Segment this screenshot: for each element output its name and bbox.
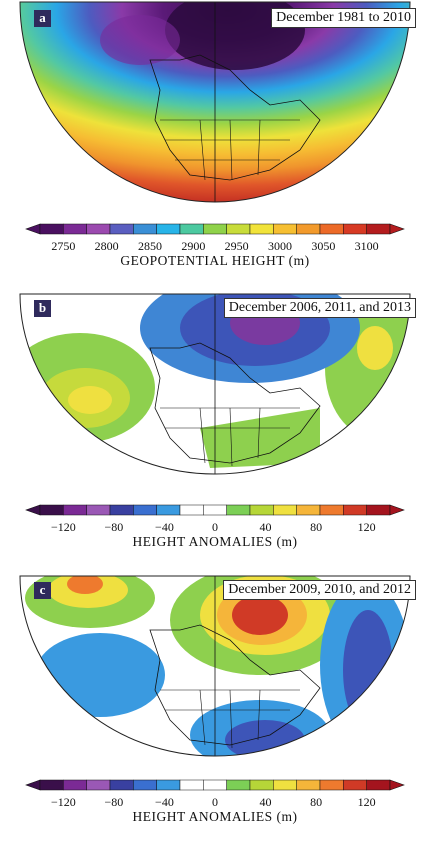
colorbar: −120 −80 −40 0 40 80 120: [25, 504, 405, 534]
colorbar-tick-label: 40: [260, 795, 272, 809]
map-anomaly-b: [19, 293, 411, 475]
colorbar-swatch: [319, 223, 344, 235]
colorbar-swatch: [249, 779, 274, 791]
colorbar-swatch: [319, 504, 344, 516]
colorbar-extend-low: [25, 223, 41, 235]
colorbar-swatch: [249, 504, 274, 516]
colorbar-caption: HEIGHT ANOMALIES (m): [132, 809, 298, 824]
colorbar-tick-label: −40: [155, 795, 174, 809]
colorbar-tick-label: −80: [104, 520, 123, 534]
colorbar-tick-label: 2850: [138, 239, 162, 253]
colorbar-swatch: [86, 504, 111, 516]
colorbar-swatch: [156, 223, 181, 235]
colorbar-tick-label: 2900: [181, 239, 205, 253]
colorbar-swatch: [39, 223, 64, 235]
colorbar-swatch: [249, 223, 274, 235]
colorbar-swatch: [109, 223, 134, 235]
colorbar-tick-label: 80: [310, 520, 322, 534]
colorbar-extend-low: [25, 504, 41, 516]
colorbar-tick-label: −40: [155, 520, 174, 534]
colorbar-swatch: [343, 779, 367, 791]
colorbar-swatch: [226, 223, 251, 235]
colorbar-swatch: [366, 504, 391, 516]
colorbar-tick-label: 120: [358, 795, 376, 809]
colorbar-swatch: [179, 223, 204, 235]
colorbar-tick-label: −120: [51, 520, 76, 534]
colorbar-swatch: [86, 779, 111, 791]
colorbar-swatch: [156, 504, 181, 516]
colorbar-swatch: [156, 779, 181, 791]
colorbar-extend-high: [389, 504, 405, 516]
colorbar-tick-label: 80: [310, 795, 322, 809]
colorbar-tick-label: 40: [260, 520, 272, 534]
colorbar-extend-high: [389, 223, 405, 235]
panel-c: c December 2009, 2010, and 2012 −120 −80−…: [0, 570, 430, 841]
colorbar: −120 −80 −40 0 40 80 120: [25, 779, 405, 809]
panel-title: December 2009, 2010, and 2012: [223, 580, 416, 600]
panel-letter: c: [34, 582, 51, 599]
panel-a: a December 1981 to 2010 2750 2800 2850 2900…: [0, 0, 430, 285]
colorbar-extend-low: [25, 779, 41, 791]
colorbar-swatch: [109, 779, 134, 791]
colorbar-tick-label: 2800: [95, 239, 119, 253]
colorbar-swatch: [319, 779, 344, 791]
colorbar-tick-label: 3100: [355, 239, 379, 253]
colorbar-tick-label: −80: [104, 795, 123, 809]
colorbar-swatch: [296, 223, 321, 235]
colorbar-tick-label: 2950: [225, 239, 249, 253]
colorbar-swatch: [203, 223, 227, 235]
panel-title: December 2006, 2011, and 2013: [223, 298, 416, 318]
map-climatology: [19, 1, 411, 203]
colorbar-swatch: [203, 779, 227, 791]
colorbar-tick-label: 120: [358, 520, 376, 534]
colorbar-caption: HEIGHT ANOMALIES (m): [132, 534, 298, 549]
colorbar-swatch: [86, 223, 111, 235]
colorbar-swatch: [296, 779, 321, 791]
colorbar-swatch: [133, 223, 157, 235]
colorbar-swatch: [63, 223, 87, 235]
colorbar-tick-label: 2750: [51, 239, 75, 253]
colorbar-swatch: [203, 504, 227, 516]
panel-title: December 1981 to 2010: [271, 8, 416, 28]
colorbar: 2750 2800 2850 2900 2950 3000 3050 3100: [25, 223, 405, 253]
colorbar-swatch: [343, 223, 367, 235]
colorbar-swatch: [226, 779, 251, 791]
colorbar-swatch: [133, 504, 157, 516]
colorbar-swatch: [63, 504, 87, 516]
colorbar-swatch: [343, 504, 367, 516]
colorbar-swatch: [133, 779, 157, 791]
colorbar-swatch: [39, 779, 64, 791]
colorbar-swatch: [109, 504, 134, 516]
colorbar-swatch: [296, 504, 321, 516]
panel-b: b December 2006, 2011, and 2013 −120 −80−…: [0, 288, 430, 566]
colorbar-tick-label: 3000: [268, 239, 292, 253]
colorbar-swatch: [366, 779, 391, 791]
colorbar-swatch: [39, 504, 64, 516]
colorbar-swatch: [179, 779, 204, 791]
colorbar-swatch: [273, 223, 297, 235]
colorbar-tick-label: −120: [51, 795, 76, 809]
colorbar-tick-label: 0: [212, 795, 218, 809]
colorbar-swatch: [63, 779, 87, 791]
colorbar-swatch: [273, 504, 297, 516]
colorbar-swatch: [366, 223, 391, 235]
colorbar-swatch: [273, 779, 297, 791]
panel-letter: b: [34, 300, 51, 317]
colorbar-extend-high: [389, 779, 405, 791]
colorbar-swatch: [226, 504, 251, 516]
colorbar-tick-label: 0: [212, 520, 218, 534]
colorbar-caption: GEOPOTENTIAL HEIGHT (m): [120, 253, 310, 268]
panel-letter: a: [34, 10, 51, 27]
colorbar-swatch: [179, 504, 204, 516]
colorbar-tick-label: 3050: [311, 239, 335, 253]
